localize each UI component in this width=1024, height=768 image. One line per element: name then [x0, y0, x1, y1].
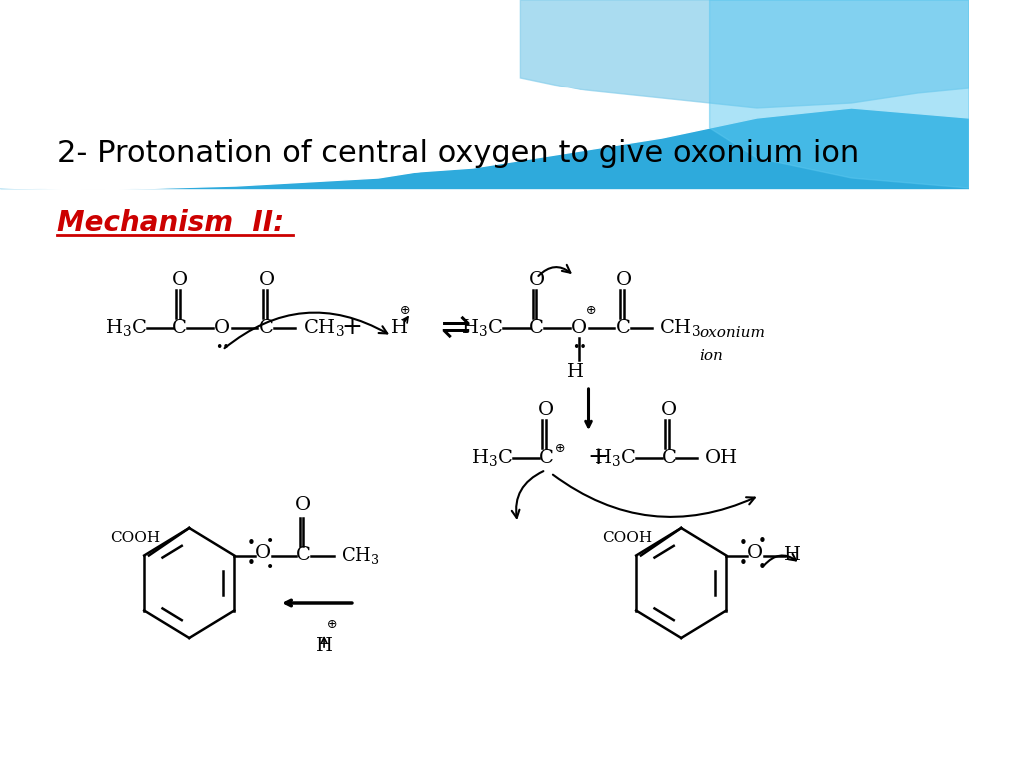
Text: •: • [758, 534, 767, 549]
Text: oxonium: oxonium [699, 326, 765, 340]
Text: O: O [214, 319, 230, 337]
Text: $\mathregular{H_3C}$: $\mathregular{H_3C}$ [461, 317, 504, 339]
Text: $\mathregular{H_3C}$: $\mathregular{H_3C}$ [594, 448, 636, 468]
Text: $\mathregular{CH_3}$: $\mathregular{CH_3}$ [341, 545, 380, 566]
Text: $\mathregular{H}$: $\mathregular{H}$ [566, 363, 585, 381]
Text: •: • [758, 560, 767, 575]
Text: H: H [784, 547, 801, 564]
Polygon shape [0, 0, 969, 178]
Text: $\mathregular{H_3C}$: $\mathregular{H_3C}$ [104, 317, 146, 339]
Text: •: • [247, 556, 256, 571]
Text: O: O [660, 401, 677, 419]
Text: ••: •• [571, 342, 587, 355]
Polygon shape [710, 0, 969, 188]
Text: O: O [538, 401, 554, 419]
FancyArrowPatch shape [224, 313, 387, 348]
Text: •: • [739, 556, 748, 571]
Text: $\oplus$: $\oplus$ [399, 303, 411, 316]
Text: OH: OH [705, 449, 738, 467]
Polygon shape [0, 0, 663, 190]
Text: +: + [588, 446, 608, 469]
Text: $\mathregular{H}$: $\mathregular{H}$ [390, 319, 409, 337]
Text: •: • [266, 535, 274, 548]
FancyArrowPatch shape [539, 265, 570, 276]
Text: O: O [571, 319, 587, 337]
Text: $\rightleftharpoons$: $\rightleftharpoons$ [432, 311, 470, 345]
Text: +: + [342, 316, 362, 339]
FancyArrowPatch shape [764, 554, 796, 565]
Text: O: O [172, 271, 187, 289]
Text: •: • [247, 536, 256, 551]
Text: 2- Protonation of central oxygen to give oxonium ion: 2- Protonation of central oxygen to give… [56, 138, 859, 167]
Text: •: • [266, 561, 274, 574]
Text: C: C [662, 449, 677, 467]
Text: C: C [296, 547, 311, 564]
Text: $\oplus$: $\oplus$ [326, 618, 337, 631]
Text: $\mathregular{CH_3}$: $\mathregular{CH_3}$ [303, 317, 344, 339]
FancyArrowPatch shape [553, 475, 755, 517]
Text: C: C [259, 319, 274, 337]
Text: $\oplus$: $\oplus$ [554, 442, 565, 455]
Text: $\mathregular{CH_3}$: $\mathregular{CH_3}$ [659, 317, 701, 339]
Text: O: O [259, 271, 274, 289]
Text: O: O [746, 544, 763, 561]
Text: $\oplus$: $\oplus$ [585, 303, 596, 316]
Text: O: O [615, 271, 632, 289]
Text: COOH: COOH [110, 531, 160, 545]
Polygon shape [0, 0, 969, 188]
Text: $\mathregular{H_3C}$: $\mathregular{H_3C}$ [471, 448, 513, 468]
FancyArrowPatch shape [512, 471, 544, 518]
Text: C: C [539, 449, 553, 467]
Text: O: O [255, 544, 270, 561]
Text: ••: •• [215, 342, 229, 355]
Text: C: C [616, 319, 631, 337]
Polygon shape [520, 0, 969, 108]
Text: •: • [739, 536, 748, 551]
Text: COOH: COOH [602, 531, 651, 545]
Text: C: C [529, 319, 544, 337]
Text: Mechanism  II:: Mechanism II: [56, 209, 284, 237]
Text: C: C [172, 319, 187, 337]
Text: ion: ion [699, 349, 723, 363]
Text: O: O [295, 496, 311, 515]
Text: $\mathregular{H}$: $\mathregular{H}$ [315, 637, 333, 655]
Text: O: O [528, 271, 545, 289]
